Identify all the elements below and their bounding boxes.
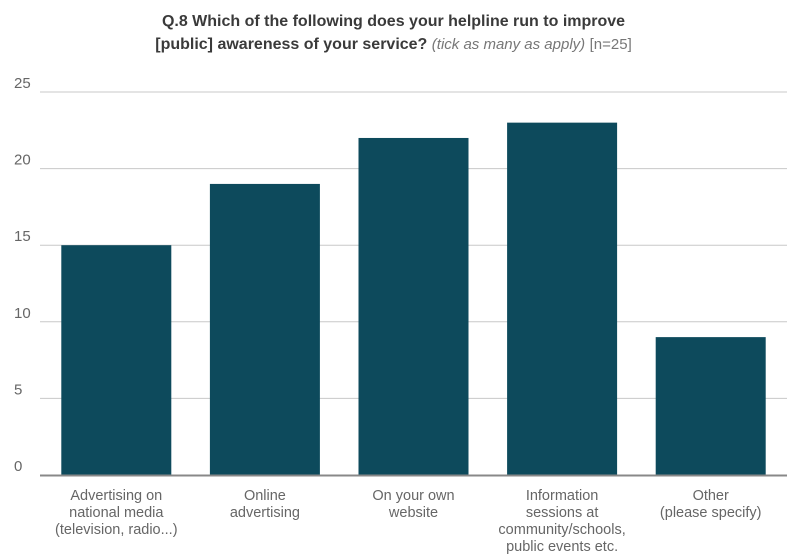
- y-tick-label-5: 5: [14, 381, 22, 398]
- y-tick-label-25: 25: [14, 75, 31, 92]
- x-category-label-4: Information sessions at community/schools,…: [498, 488, 625, 555]
- bar-5: [655, 337, 766, 475]
- y-tick-label-15: 15: [14, 228, 31, 245]
- x-category-label-3: On your own website: [372, 488, 454, 521]
- y-tick-label-10: 10: [14, 305, 31, 322]
- chart-title-line1: Q.8 Which of the following does your hel…: [161, 13, 626, 30]
- chart-sample-note: [n=25]: [589, 36, 632, 53]
- bar-1: [61, 245, 172, 475]
- x-category-label-1: Advertising on national media (television,…: [55, 488, 178, 538]
- x-category-label-2: Online advertising: [230, 488, 300, 521]
- bar-4: [507, 122, 618, 475]
- x-category-label-5: Other (please specify): [660, 488, 762, 521]
- bar-3: [358, 137, 469, 475]
- y-tick-label-20: 20: [14, 152, 31, 169]
- bar-2: [209, 183, 320, 476]
- chart-title: Q.8 Which of the following does your hel…: [0, 10, 787, 56]
- chart-title-line2: [public] awareness of your service?: [155, 36, 428, 53]
- chart-subtitle: (tick as many as apply): [431, 36, 586, 53]
- y-tick-label-0: 0: [14, 458, 22, 475]
